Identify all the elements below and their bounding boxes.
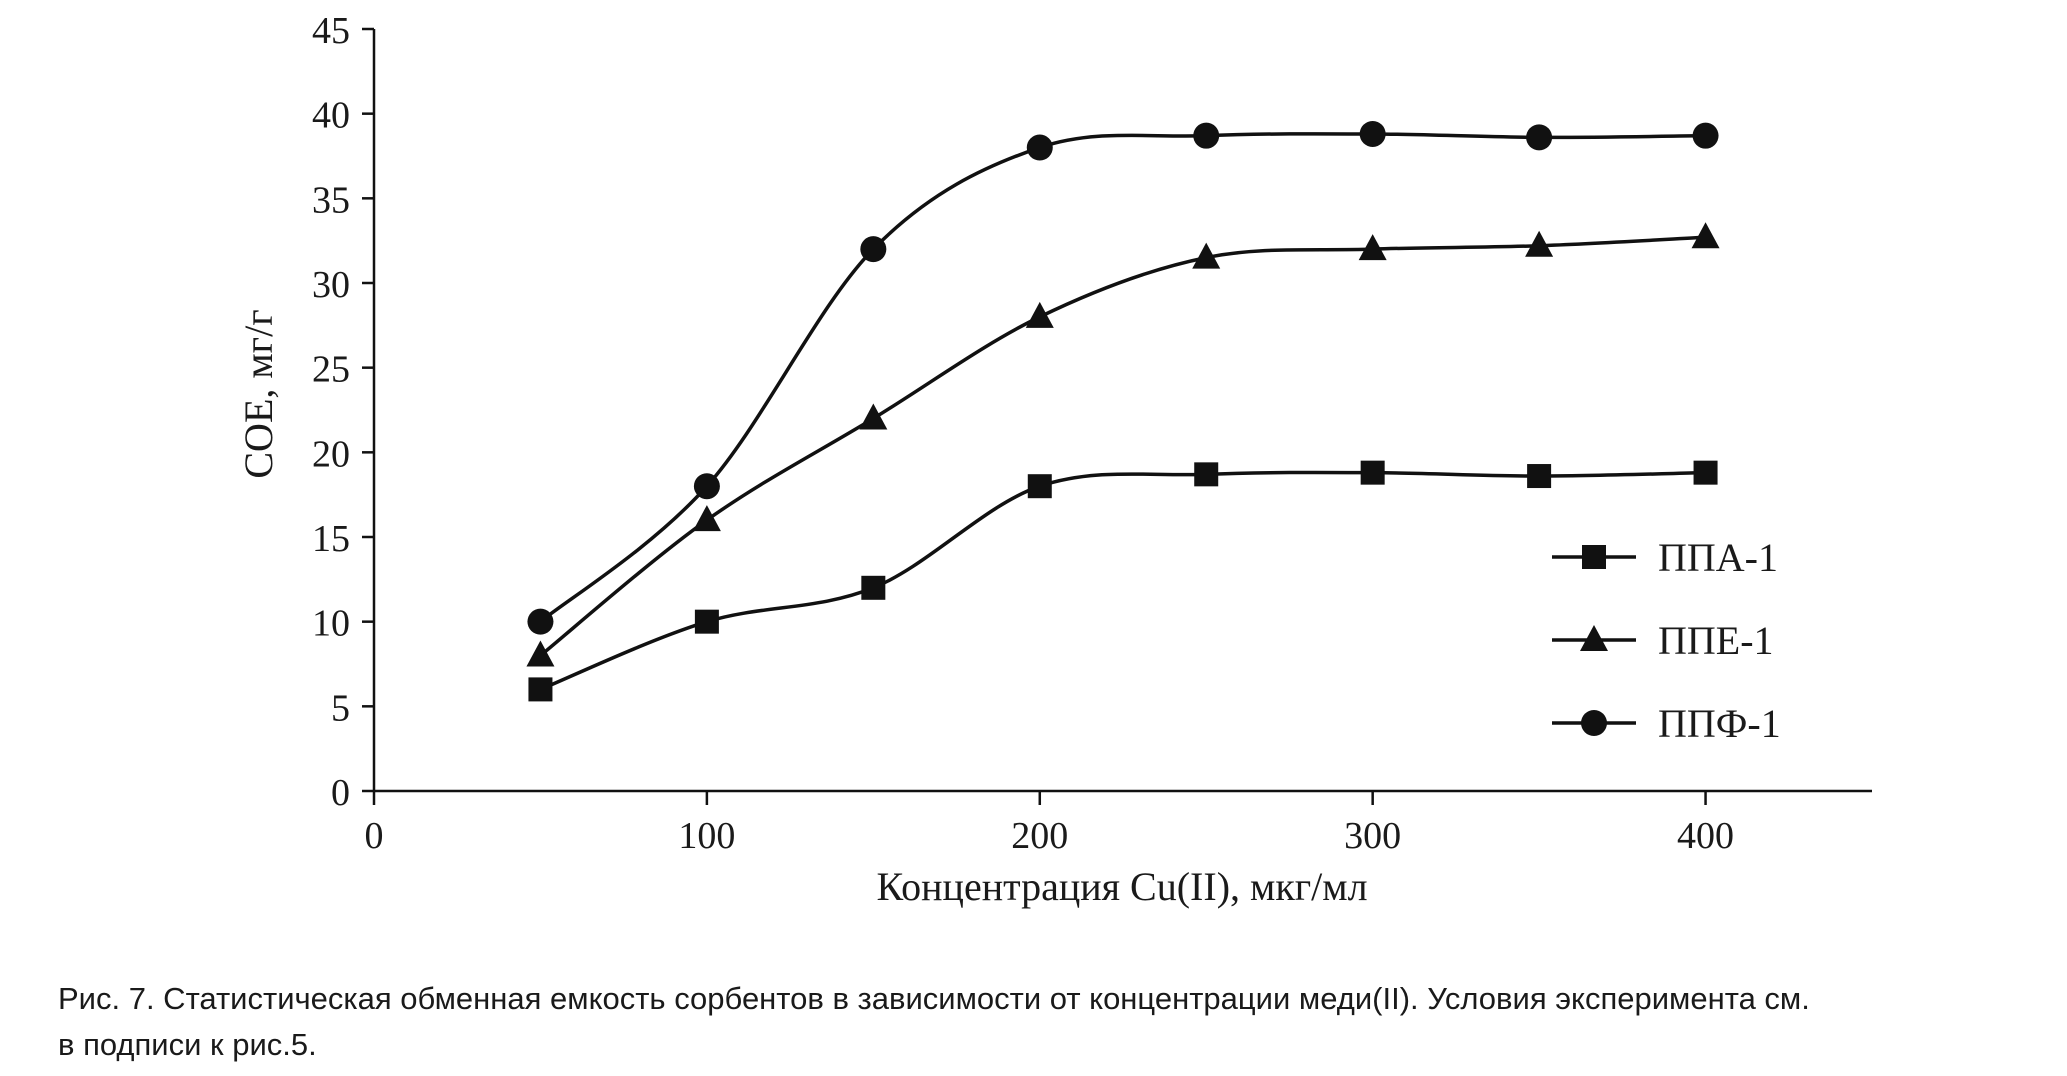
legend-entry: ППЕ-1 [1552, 618, 1774, 663]
x-tick-label: 400 [1677, 815, 1734, 857]
figure-caption: Рис. 7. Статистическая обменная емкость … [58, 976, 2038, 1068]
y-tick-label: 10 [312, 603, 350, 645]
data-point [1026, 134, 1053, 161]
x-tick-label: 300 [1344, 815, 1401, 857]
axes: 0 5 10 15 20 25 30 35 40 45 0 100 200 300 400 [312, 10, 1872, 857]
data-point [693, 473, 720, 500]
data-point [528, 677, 553, 702]
y-tick-label: 45 [312, 10, 350, 52]
data-point [527, 608, 554, 635]
y-axis-label: СОЕ, мг/г [236, 309, 281, 478]
series-line [539, 132, 1706, 624]
data-point [1193, 122, 1220, 149]
y-tick-label: 0 [331, 772, 350, 814]
data-point [692, 505, 721, 532]
caption-line-2: в подписи к рис.5. [58, 1027, 317, 1062]
data-point [694, 609, 719, 634]
series-triangle [526, 222, 1720, 667]
series-line [539, 470, 1706, 692]
y-tick-label: 30 [312, 264, 350, 306]
series-layer [526, 120, 1720, 702]
data-point [861, 575, 886, 600]
legend-marker [1580, 625, 1608, 651]
legend-marker [1582, 545, 1606, 569]
series-square [528, 460, 1718, 702]
chart-area: 0 5 10 15 20 25 30 35 40 45 0 100 200 300 400 ППА-1 ППЕ… [236, 10, 1872, 909]
x-axis-label: Концентрация Cu(II), мкг/мл [876, 864, 1367, 909]
data-point [1194, 462, 1219, 487]
data-point [1526, 124, 1553, 151]
data-point [1359, 120, 1386, 147]
legend-label: ППА-1 [1658, 535, 1778, 580]
y-tick-label: 20 [312, 433, 350, 475]
x-tick-label: 200 [1011, 815, 1068, 857]
data-point [1360, 460, 1385, 485]
x-tick-label: 0 [365, 815, 384, 857]
data-point [859, 403, 888, 430]
x-tick-label: 100 [678, 815, 735, 857]
data-point [1025, 301, 1054, 328]
y-tick-label: 5 [331, 687, 350, 729]
data-point [1358, 234, 1387, 261]
data-point [1691, 222, 1720, 249]
legend-label: ППФ-1 [1658, 701, 1781, 746]
y-tick-label: 25 [312, 349, 350, 391]
legend-entry: ППФ-1 [1552, 701, 1781, 746]
data-point [1693, 460, 1718, 485]
series-circle [527, 120, 1719, 635]
data-point [1525, 230, 1554, 257]
legend-label: ППЕ-1 [1658, 618, 1774, 663]
data-point [526, 640, 555, 667]
line-chart: 0 5 10 15 20 25 30 35 40 45 0 100 200 300 400 ППА-1 ППЕ… [236, 10, 1872, 909]
y-tick-label: 35 [312, 179, 350, 221]
legend-marker [1581, 710, 1607, 736]
series-line [539, 235, 1706, 657]
data-point [1027, 474, 1052, 499]
legend: ППА-1 ППЕ-1 ППФ-1 [1552, 535, 1781, 746]
legend-entry: ППА-1 [1552, 535, 1778, 580]
data-point [1192, 242, 1221, 269]
caption-line-1: Рис. 7. Статистическая обменная емкость … [58, 981, 1810, 1016]
y-tick-label: 15 [312, 518, 350, 560]
data-point [860, 236, 887, 263]
y-tick-label: 40 [312, 95, 350, 137]
data-point [1692, 122, 1719, 149]
data-point [1527, 464, 1552, 489]
